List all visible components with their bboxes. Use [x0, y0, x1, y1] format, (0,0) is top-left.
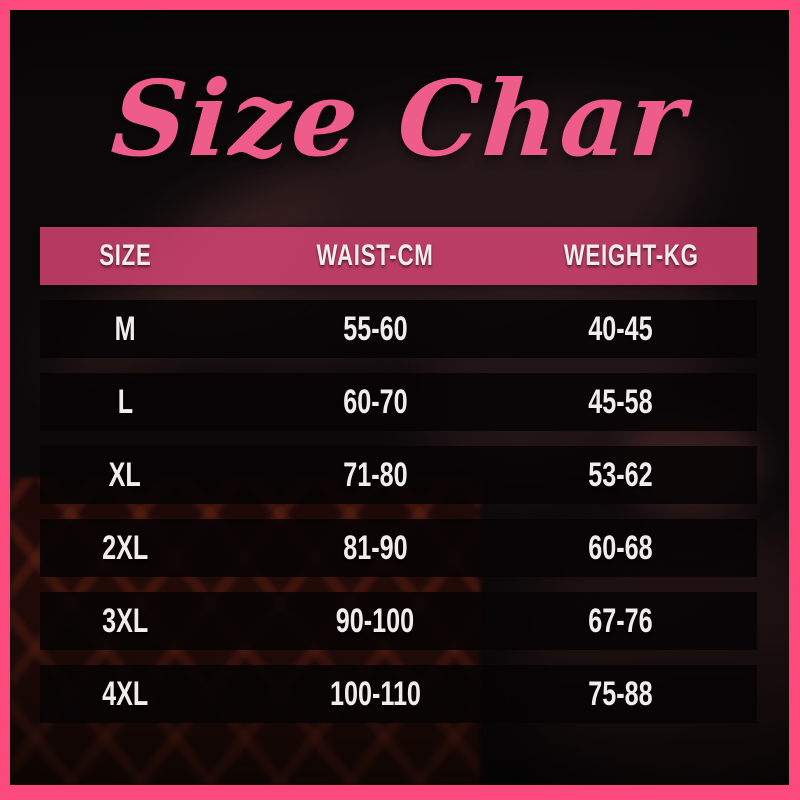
page-title: Size Char: [107, 57, 692, 180]
cell-waist: 55-60: [342, 309, 408, 348]
cell-size: 3XL: [101, 601, 149, 640]
table-row-3xl: 3XL 90-100 67-76: [40, 592, 757, 650]
table-row-2xl: 2XL 81-90 60-68: [40, 519, 757, 577]
cell-size: XL: [108, 455, 142, 494]
table-row-m: M 55-60 40-45: [40, 300, 757, 358]
header-cell-size: SIZE: [98, 239, 152, 272]
cell-size: M: [114, 309, 136, 348]
table-header-row: SIZE WAIST-CM WEIGHT-KG: [40, 227, 757, 285]
cell-size: 4XL: [101, 674, 149, 713]
cell-weight: 40-45: [587, 309, 653, 348]
cell-weight: 53-62: [587, 455, 653, 494]
cell-waist: 100-110: [329, 674, 421, 713]
chart-inner-panel: Size Char SIZE WAIST-CM WEIGHT-KG M 55-6…: [10, 10, 789, 785]
cell-waist: 81-90: [342, 528, 408, 567]
cell-weight: 45-58: [587, 382, 653, 421]
size-table: SIZE WAIST-CM WEIGHT-KG M 55-60 40-45 L …: [40, 227, 757, 723]
table-row-4xl: 4XL 100-110 75-88: [40, 665, 757, 723]
cell-waist: 90-100: [335, 601, 415, 640]
table-row-l: L 60-70 45-58: [40, 373, 757, 431]
cell-weight: 75-88: [587, 674, 653, 713]
cell-weight: 67-76: [587, 601, 653, 640]
cell-size: L: [117, 382, 133, 421]
table-row-xl: XL 71-80 53-62: [40, 446, 757, 504]
cell-size: 2XL: [101, 528, 149, 567]
header-cell-weight: WEIGHT-KG: [563, 239, 699, 272]
cell-waist: 71-80: [342, 455, 408, 494]
cell-weight: 60-68: [587, 528, 653, 567]
cell-waist: 60-70: [342, 382, 408, 421]
header-cell-waist: WAIST-CM: [316, 239, 434, 272]
